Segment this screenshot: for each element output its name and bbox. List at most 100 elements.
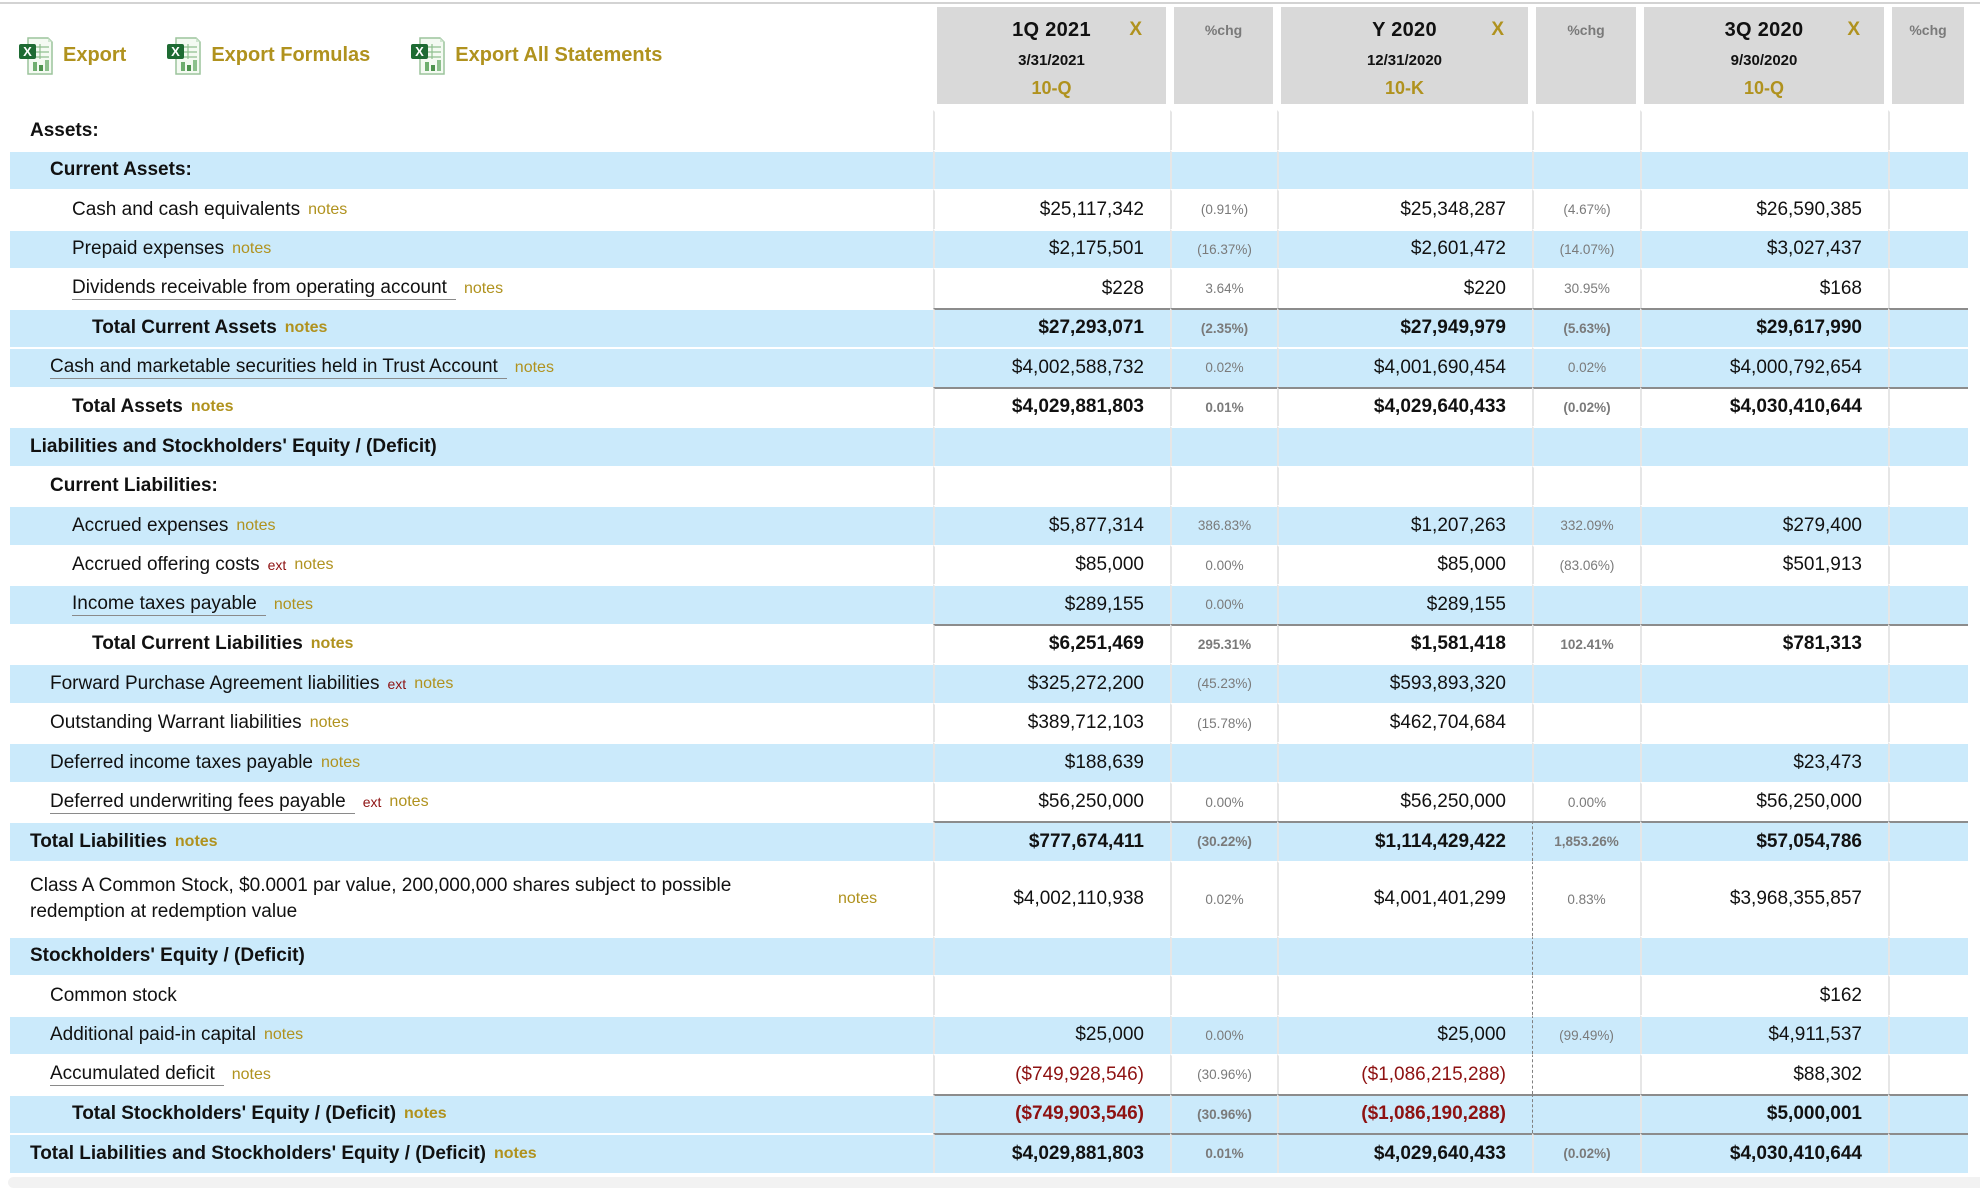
- pct-chg-cell: [1888, 544, 1968, 584]
- pct-chg-cell: (4.67%): [1532, 189, 1640, 229]
- pct-chg-cell: 0.00%: [1532, 781, 1640, 821]
- row-label-cell: Accrued expenses notes: [0, 505, 933, 545]
- notes-link[interactable]: notes: [236, 516, 276, 534]
- pct-chg-cell: [1888, 623, 1968, 663]
- value-cell: $4,001,690,454: [1277, 347, 1532, 387]
- notes-link[interactable]: notes: [174, 832, 218, 850]
- value-cell: $4,029,640,433: [1277, 1133, 1532, 1173]
- value-cell: $4,029,640,433: [1277, 386, 1532, 426]
- table-row: Dividends receivable from operating acco…: [0, 268, 1968, 308]
- pct-chg-cell: [1888, 860, 1968, 936]
- ext-link[interactable]: ext: [362, 794, 382, 811]
- notes-link[interactable]: notes: [320, 753, 361, 771]
- row-label-cell: Total Stockholders' Equity / (Deficit) no…: [0, 1093, 933, 1134]
- pct-chg-cell: [1532, 663, 1640, 703]
- column-header-3q-2020: 3Q 2020 X 9/30/2020 10-Q: [1644, 7, 1884, 104]
- ext-link[interactable]: ext: [387, 675, 407, 692]
- row-label[interactable]: Dividends receivable from operating acco…: [72, 277, 456, 301]
- notes-link[interactable]: notes: [232, 240, 272, 258]
- row-label: Additional paid-in capital: [50, 1024, 256, 1046]
- filing-type-link[interactable]: 10-Q: [1031, 78, 1072, 98]
- value-cell: $29,617,990: [1640, 307, 1888, 347]
- pct-chg-cell: 1,853.26%: [1532, 821, 1640, 861]
- pct-chg-cell: 386.83%: [1170, 505, 1277, 545]
- notes-link[interactable]: notes: [414, 674, 454, 692]
- notes-link[interactable]: notes: [263, 1026, 304, 1044]
- row-label[interactable]: Cash and marketable securities held in T…: [50, 356, 507, 380]
- pct-chg-cell: [1888, 742, 1968, 782]
- pct-chg-cell: [1888, 584, 1968, 624]
- notes-link[interactable]: notes: [294, 556, 334, 574]
- table-row: Total Current Liabilities notes $6,251,469…: [0, 623, 1968, 663]
- pct-chg-cell: (0.02%): [1532, 386, 1640, 426]
- pct-chg-cell: [1888, 1054, 1968, 1094]
- pct-chg-cell: [1170, 110, 1277, 150]
- export-button[interactable]: X Export: [18, 35, 126, 77]
- notes-link[interactable]: notes: [404, 1105, 447, 1123]
- value-cell: [1640, 110, 1888, 150]
- pct-chg-cell: [1532, 702, 1640, 742]
- pct-chg-cell: 30.95%: [1532, 268, 1640, 308]
- pct-chg-header: %chg: [1174, 7, 1273, 104]
- value-cell: $1,207,263: [1277, 505, 1532, 545]
- pct-chg-cell: (99.49%): [1532, 1014, 1640, 1054]
- table-row: Current Assets:: [0, 149, 1968, 190]
- pct-chg-cell: [1888, 663, 1968, 703]
- pct-chg-cell: [1888, 781, 1968, 821]
- pct-chg-cell: (45.23%): [1170, 663, 1277, 703]
- notes-link[interactable]: notes: [284, 319, 328, 337]
- pct-chg-cell: [1532, 584, 1640, 624]
- pct-chg-cell: 0.02%: [1532, 347, 1640, 387]
- row-label-cell: Accumulated deficit notes: [0, 1054, 933, 1094]
- notes-link[interactable]: notes: [463, 279, 504, 297]
- excel-icon: X: [411, 36, 446, 75]
- pct-chg-cell: 0.00%: [1170, 584, 1277, 624]
- row-label-cell: Stockholders' Equity / (Deficit): [0, 935, 933, 976]
- value-cell: $162: [1640, 975, 1888, 1015]
- value-cell: $23,473: [1640, 742, 1888, 782]
- pct-chg-cell: [1888, 426, 1968, 466]
- notes-link[interactable]: notes: [514, 358, 554, 376]
- export-formulas-button[interactable]: X Export Formulas: [166, 35, 370, 77]
- row-label[interactable]: Deferred underwriting fees payable: [50, 791, 355, 814]
- row-label[interactable]: Income taxes payable: [72, 593, 266, 617]
- table-row: Liabilities and Stockholders' Equity / (…: [0, 426, 1968, 466]
- close-column-icon[interactable]: X: [1491, 19, 1504, 40]
- notes-link[interactable]: notes: [838, 890, 878, 907]
- pct-chg-cell: [1888, 1093, 1968, 1133]
- notes-link[interactable]: notes: [310, 635, 354, 653]
- svg-text:X: X: [415, 44, 424, 59]
- export-all-statements-button[interactable]: X Export All Statements: [410, 35, 662, 77]
- row-label-cell: Total Liabilities notes: [0, 821, 933, 861]
- notes-link[interactable]: notes: [231, 1065, 271, 1083]
- close-column-icon[interactable]: X: [1847, 19, 1860, 40]
- close-column-icon[interactable]: X: [1129, 19, 1142, 40]
- row-label: Cash and cash equivalents: [72, 198, 301, 220]
- notes-link[interactable]: notes: [309, 714, 349, 732]
- notes-link[interactable]: notes: [190, 398, 234, 416]
- export-formulas-label: Export Formulas: [211, 44, 371, 66]
- pct-chg-cell: [1532, 149, 1640, 189]
- filing-type-link[interactable]: 10-K: [1384, 78, 1424, 98]
- notes-link[interactable]: notes: [389, 793, 429, 811]
- pct-chg-cell: 0.00%: [1170, 781, 1277, 821]
- ext-link[interactable]: ext: [267, 557, 287, 574]
- row-label-cell: Current Assets:: [0, 149, 933, 190]
- notes-link[interactable]: notes: [494, 1144, 537, 1162]
- row-label[interactable]: Accumulated deficit: [50, 1063, 224, 1087]
- notes-link[interactable]: notes: [308, 200, 348, 218]
- notes-link[interactable]: notes: [273, 595, 313, 613]
- value-cell: [1277, 975, 1532, 1015]
- value-cell: $1,581,418: [1277, 623, 1532, 663]
- table-row: Total Assets notes $4,029,881,803 0.01% $4,0…: [0, 386, 1968, 426]
- value-cell: $325,272,200: [933, 663, 1170, 703]
- row-label: Accrued offering costs: [72, 554, 260, 576]
- table-row: Accrued offering costs ext notes $85,000 0.0…: [0, 544, 1968, 584]
- filing-type-link[interactable]: 10-Q: [1743, 78, 1785, 98]
- horizontal-scrollbar[interactable]: [8, 1177, 1980, 1188]
- pct-chg-cell: [1888, 347, 1968, 387]
- pct-chg-cell: 0.02%: [1170, 347, 1277, 387]
- row-label: Total Current Liabilities: [92, 633, 303, 655]
- value-cell: $85,000: [1277, 544, 1532, 584]
- value-cell: $2,601,472: [1277, 228, 1532, 268]
